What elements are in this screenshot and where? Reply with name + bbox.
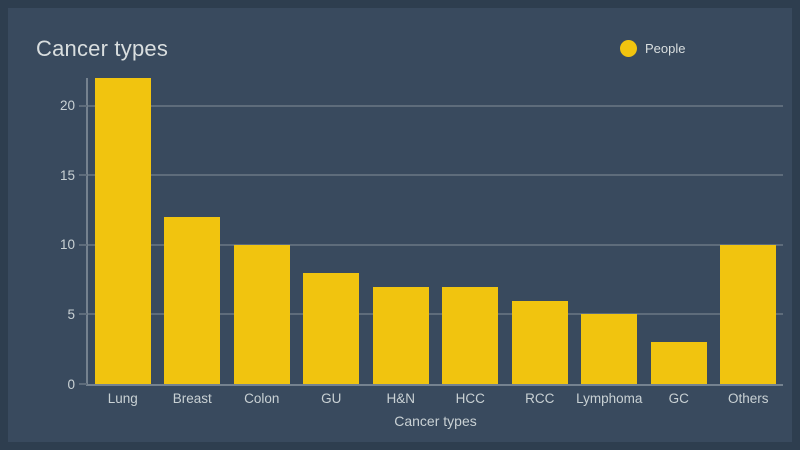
y-tick-mark-10 [79,243,87,246]
bar-slot [644,78,714,384]
bar-lymphoma[interactable] [581,314,638,384]
y-tick-label-5: 5 [67,306,75,322]
x-labels-row: Lung Breast Colon GU H&N HCC RCC Lymphoma GC Othe… [88,391,783,406]
y-tick-label-15: 15 [59,167,75,183]
bar-slot [366,78,436,384]
bar-slot [505,78,575,384]
legend: People [620,40,685,57]
x-tick-label-gu: GU [321,391,342,406]
x-tick-label-rcc: RCC [525,391,555,406]
bar-hcc[interactable] [442,286,499,384]
y-tick-mark-20 [79,104,87,107]
chart-title: Cancer types [36,36,169,61]
x-axis-line [86,384,783,386]
legend-item-people[interactable]: People [620,40,685,57]
legend-label: People [645,41,686,56]
y-tick-mark-0 [79,383,87,385]
x-tick-label-lung: Lung [107,391,138,406]
x-tick-label-lymphoma: Lymphoma [576,391,643,406]
bars-row [88,78,783,384]
bar-breast[interactable] [164,217,221,384]
x-tick-label-others: Others [727,391,769,406]
x-tick-label-colon: Colon [244,391,280,406]
bar-slot [227,78,297,384]
y-tick-mark-5 [79,313,87,316]
bar-slot [88,78,158,384]
bar-slot [575,78,645,384]
bar-slot [158,78,228,384]
plot-area: 0 5 10 15 20 Lung Breast Colon GU H&N HCC RCC Lymph… [60,78,783,429]
y-tick-label-0: 0 [67,376,75,392]
x-tick-label-h-n: H&N [386,391,415,406]
x-tick-label-hcc: HCC [455,391,485,406]
x-tick-label-gc: GC [668,391,689,406]
bar-slot [436,78,506,384]
gridline-10 [88,243,783,246]
bar-lung[interactable] [94,78,151,384]
bar-others[interactable] [720,244,777,384]
bar-h-n[interactable] [372,286,429,384]
bar-slot [714,78,784,384]
x-axis-title: Cancer types [394,413,477,429]
gridline-5 [88,313,783,316]
x-tick-label-breast: Breast [172,391,212,406]
bar-slot [297,78,367,384]
y-tick-label-20: 20 [59,98,75,114]
bar-gc[interactable] [650,342,707,384]
y-tick-mark-15 [79,174,87,177]
gridline-20 [88,104,783,107]
bar-colon[interactable] [233,244,290,384]
legend-circle-icon [620,40,637,57]
y-tick-label-10: 10 [59,237,75,253]
bar-gu[interactable] [303,272,360,384]
gridline-15 [88,174,783,177]
bar-rcc[interactable] [511,300,568,384]
y-axis-line [86,78,88,384]
